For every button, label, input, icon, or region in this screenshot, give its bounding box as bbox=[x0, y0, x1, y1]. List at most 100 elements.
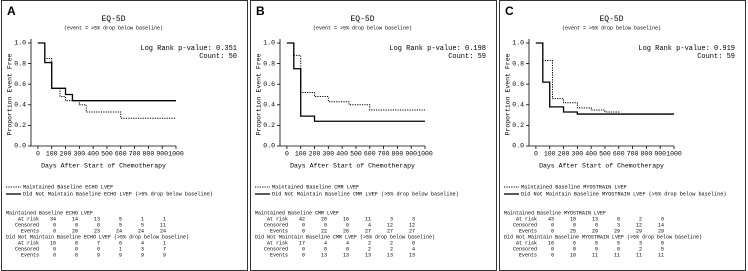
annotation: Log Rank p-value: 0.198 bbox=[389, 45, 486, 53]
risk-value: 24 bbox=[160, 228, 166, 234]
risk-value: 2 bbox=[390, 246, 393, 252]
risk-value: 29 bbox=[636, 228, 642, 234]
risk-value: 3 bbox=[390, 216, 393, 222]
risk-group-title: Maintained Baseline MYOSTRAIN LVEF bbox=[504, 210, 606, 216]
risk-value: 4 bbox=[412, 246, 415, 252]
risk-value: 14 bbox=[72, 216, 78, 222]
y-tick-label: 0.2 bbox=[512, 122, 524, 129]
risk-value: 2 bbox=[368, 240, 371, 246]
risk-value: 0 bbox=[346, 222, 349, 228]
risk-value: 0 bbox=[551, 252, 554, 258]
risk-value: 13 bbox=[592, 216, 598, 222]
x-tick-label: 1000 bbox=[417, 151, 433, 158]
y-tick-label: 0.0 bbox=[263, 143, 275, 150]
risk-value: 0 bbox=[53, 222, 56, 228]
y-tick-label: 1.0 bbox=[512, 40, 524, 47]
risk-value: 9 bbox=[97, 252, 100, 258]
x-tick-label: 500 bbox=[350, 151, 362, 158]
risk-value: 5 bbox=[617, 240, 620, 246]
risk-value: 0 bbox=[595, 222, 598, 228]
risk-value: 0 bbox=[661, 240, 664, 246]
x-tick-label: 700 bbox=[129, 151, 141, 158]
risk-value: 4 bbox=[346, 240, 349, 246]
risk-value: 34 bbox=[50, 216, 56, 222]
y-tick-label: 0.0 bbox=[512, 143, 524, 150]
risk-value: 0 bbox=[324, 246, 327, 252]
risk-value: 29 bbox=[658, 228, 664, 234]
y-tick-label: 0.8 bbox=[14, 60, 26, 67]
y-tick-label: 0.6 bbox=[263, 81, 275, 88]
risk-value: 20 bbox=[72, 228, 78, 234]
risk-value: 12 bbox=[387, 222, 393, 228]
y-axis-label: Proportion Event Free bbox=[256, 53, 263, 135]
legend-label: Did Not Maintain Baseline ECHO LVEF (>5%… bbox=[23, 191, 213, 197]
y-tick-label: 0.6 bbox=[14, 81, 26, 88]
y-tick-label: 1.0 bbox=[14, 40, 26, 47]
risk-value: 0 bbox=[324, 222, 327, 228]
risk-value: 11 bbox=[160, 222, 166, 228]
x-tick-label: 800 bbox=[392, 151, 404, 158]
risk-value: 13 bbox=[387, 252, 393, 258]
risk-value: 11 bbox=[636, 252, 642, 258]
risk-value: 43 bbox=[548, 216, 554, 222]
risk-value: 0 bbox=[551, 246, 554, 252]
risk-value: 11 bbox=[614, 252, 620, 258]
risk-row-label: Events bbox=[21, 252, 39, 258]
risk-value: 16 bbox=[548, 240, 554, 246]
risk-value: 4 bbox=[368, 222, 371, 228]
chart-subtitle: (event = >5% drop below baseline) bbox=[562, 25, 661, 31]
risk-value: 6 bbox=[119, 240, 122, 246]
annotation: Count: 50 bbox=[199, 53, 237, 61]
x-tick-label: 200 bbox=[558, 151, 570, 158]
risk-value: 0 bbox=[346, 246, 349, 252]
y-tick-label: 0.2 bbox=[14, 122, 26, 129]
survival-curve bbox=[535, 42, 674, 115]
risk-row-label: Censored bbox=[513, 246, 537, 252]
x-tick-label: 1000 bbox=[666, 151, 682, 158]
risk-value: 0 bbox=[75, 222, 78, 228]
chart-title: EQ-5D bbox=[350, 15, 374, 24]
risk-value: 0 bbox=[75, 246, 78, 252]
x-tick-label: 800 bbox=[641, 151, 653, 158]
x-tick-label: 600 bbox=[115, 151, 127, 158]
risk-value: 22 bbox=[321, 228, 327, 234]
risk-value: 2 bbox=[368, 246, 371, 252]
x-tick-label: 100 bbox=[544, 151, 556, 158]
x-tick-label: 900 bbox=[405, 151, 417, 158]
risk-row-label: At risk bbox=[267, 216, 288, 222]
risk-value: 0 bbox=[573, 222, 576, 228]
risk-value: 0 bbox=[97, 222, 100, 228]
annotation: Count: 59 bbox=[697, 53, 735, 61]
risk-value: 5 bbox=[595, 240, 598, 246]
risk-value: 0 bbox=[661, 216, 664, 222]
risk-row-label: Events bbox=[270, 252, 288, 258]
risk-row-label: At risk bbox=[18, 216, 39, 222]
y-tick-label: 0.2 bbox=[263, 122, 275, 129]
annotation: Log Rank p-value: 0.919 bbox=[638, 45, 735, 53]
risk-row-label: Censored bbox=[264, 222, 288, 228]
risk-value: 8 bbox=[75, 240, 78, 246]
chart-subtitle: (event = >5% drop below baseline) bbox=[64, 25, 163, 31]
x-axis-label: Days After Start of Chemotherapy bbox=[41, 163, 166, 170]
risk-value: 11 bbox=[658, 252, 664, 258]
risk-value: 9 bbox=[141, 252, 144, 258]
y-tick-label: 0.6 bbox=[512, 81, 524, 88]
risk-value: 3 bbox=[617, 222, 620, 228]
x-tick-label: 400 bbox=[87, 151, 99, 158]
x-tick-label: 0 bbox=[285, 151, 289, 158]
risk-group-title: Maintained Baseline CMR LVEF bbox=[255, 210, 339, 216]
risk-value: 0 bbox=[551, 222, 554, 228]
risk-value: 1 bbox=[119, 246, 122, 252]
risk-value: 4 bbox=[324, 240, 327, 246]
y-axis-label: Proportion Event Free bbox=[7, 53, 14, 135]
risk-value: 13 bbox=[94, 216, 100, 222]
risk-value: 13 bbox=[409, 252, 415, 258]
risk-group-title: Maintained Baseline ECHO LVEF bbox=[6, 210, 93, 216]
survival-curve bbox=[535, 42, 674, 115]
legend-label: Maintained Baseline CMR LVEF bbox=[272, 184, 359, 190]
x-tick-label: 300 bbox=[571, 151, 583, 158]
risk-value: 1 bbox=[141, 216, 144, 222]
annotation: Log Rank p-value: 0.351 bbox=[140, 45, 237, 53]
x-tick-label: 800 bbox=[143, 151, 155, 158]
